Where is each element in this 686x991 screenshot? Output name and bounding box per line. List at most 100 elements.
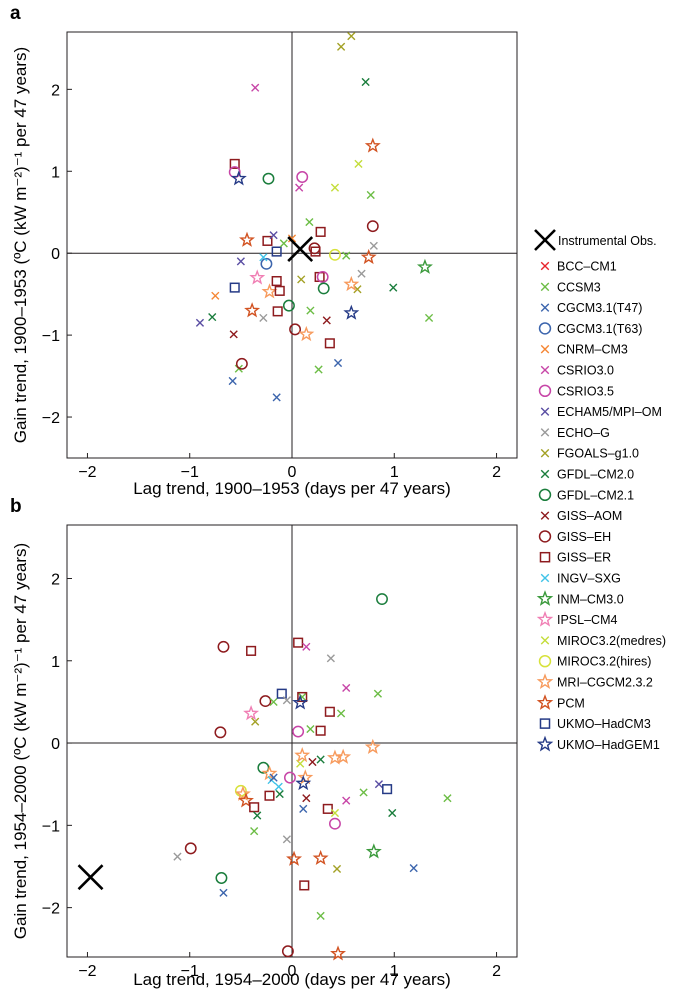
legend-item-cnrm-cm3: CNRM–CM3 xyxy=(540,343,628,357)
panel-b-point-giss-er xyxy=(264,790,275,801)
panel-a-point-ccsm3 xyxy=(305,217,314,227)
panel-b-point-giss-er xyxy=(324,706,335,717)
panel-a-point-cnrm-cm3 xyxy=(211,291,220,300)
panel-a-point-ccsm3 xyxy=(366,190,375,200)
panel-b-point-giss-er xyxy=(246,645,257,656)
legend-marker-pcm xyxy=(536,694,554,710)
panel-a-xtick-label: 1 xyxy=(390,464,399,481)
legend-marker-miroc3-2-hires xyxy=(538,654,552,668)
panel-b-point-mri-cgcm2-3-2 xyxy=(234,785,251,801)
legend-label: CSRIO3.0 xyxy=(557,364,614,378)
panel-a-point-fgoals-g1-0 xyxy=(297,275,306,284)
panel-a-xtick-label: 2 xyxy=(492,464,501,481)
panel-a: a −2 −1 0 1 2 −2 −1 0 1 2 Lag trend, 1900–1953 (d… xyxy=(10,3,518,498)
legend-marker-cgcm3-1-t63 xyxy=(538,322,552,335)
panel-b-point-ipsl-cm4 xyxy=(243,705,260,721)
panel-a-point-giss-eh xyxy=(235,357,248,370)
legend-marker-cnrm-cm3 xyxy=(540,344,550,354)
legend-label: MIROC3.2(medres) xyxy=(557,634,666,648)
legend-label: GISS–AOM xyxy=(557,509,622,523)
legend-label: GISS–ER xyxy=(557,551,611,565)
legend-label: UKMO–HadCM3 xyxy=(557,717,651,731)
panel-b-point-gfdl-cm2-0 xyxy=(388,808,397,818)
panel-b-point-fgoals-g1-0 xyxy=(251,717,260,726)
panel-b-point-ccsm3 xyxy=(306,724,315,734)
legend-marker-ukmo-hadcm3 xyxy=(539,718,551,729)
legend-item-ukmo-hadgem1: UKMO–HadGEM1 xyxy=(536,735,660,752)
panel-b-point-gfdl-cm2-0 xyxy=(275,789,284,799)
panel-a-point-gfdl-cm2-0 xyxy=(361,77,370,87)
legend-item-gfdl-cm2-0: GFDL–CM2.0 xyxy=(540,468,634,482)
panel-b-point-echo-g xyxy=(173,852,182,861)
panel-b-points xyxy=(77,593,452,961)
legend-label: UKMO–HadGEM1 xyxy=(557,738,660,752)
panel-b-xlabel: Lag trend, 1954–2000 (days per 47 years) xyxy=(133,970,451,989)
panel-a-xtick-label: −2 xyxy=(78,464,96,481)
legend-item-fgoals-g1-0: FGOALS–g1.0 xyxy=(540,447,639,461)
legend-marker-giss-aom xyxy=(540,511,550,520)
legend-label: CGCM3.1(T63) xyxy=(557,322,642,336)
panel-a-point-giss-er xyxy=(272,306,283,317)
panel-b-point-ccsm3 xyxy=(250,827,259,836)
panel-b-point-gfdl-cm2-0 xyxy=(316,755,325,764)
legend-item-giss-eh: GISS–EH xyxy=(538,530,611,544)
panel-a-point-cgcm3-1-t47 xyxy=(272,393,281,402)
legend-label: CNRM–CM3 xyxy=(557,343,628,357)
panel-b-point-echo-g xyxy=(282,835,291,844)
legend-item-mri-cgcm2-3-2: MRI–CGCM2.3.2 xyxy=(536,673,653,690)
legend-label: GFDL–CM2.0 xyxy=(557,468,634,482)
panel-a-point-cgcm3-1-t47 xyxy=(333,358,343,368)
panel-b-point-giss-er xyxy=(322,803,333,814)
panel-b-point-ukmo-hadgem1 xyxy=(295,774,312,791)
panel-b-ytick-label: −2 xyxy=(42,901,60,918)
panel-a-point-ipsl-cm4 xyxy=(249,269,266,285)
legend-marker-cgcm3-1-t47 xyxy=(540,303,550,312)
panel-b-point-echam5-mpi-om xyxy=(374,780,384,789)
legend-item-ukmo-hadcm3: UKMO–HadCM3 xyxy=(539,717,651,731)
legend-marker-csrio3-5 xyxy=(538,384,552,398)
panel-a-point-gfdl-cm2-1 xyxy=(317,282,330,295)
panel-b-point-cgcm3-1-t47 xyxy=(219,888,228,897)
legend-item-ccsm3: CCSM3 xyxy=(540,280,601,294)
panel-a-ytick-label: −2 xyxy=(42,410,60,427)
panel-a-point-miroc3-2-hires xyxy=(329,248,341,261)
panel-a-point-giss-er xyxy=(315,226,326,237)
panel-b-point-mri-cgcm2-3-2 xyxy=(294,746,311,763)
panel-b-point-gfdl-cm2-1 xyxy=(215,872,228,884)
panel-a-point-ccsm3 xyxy=(279,239,288,248)
legend-label: GFDL–CM2.1 xyxy=(557,488,634,502)
panel-a-point-giss-eh xyxy=(308,242,321,255)
legend-label: INGV–SXG xyxy=(557,572,621,586)
panel-b-xtick-label: −1 xyxy=(181,963,199,980)
panel-b-point-ccsm3 xyxy=(443,794,452,803)
panel-a-point-echam5-mpi-om xyxy=(236,257,245,266)
panel-b-point-giss-er xyxy=(299,880,310,891)
legend-item-ingv-sxg: INGV–SXG xyxy=(540,572,621,586)
panel-b-point-giss-er xyxy=(315,725,326,736)
legend-item-cgcm3-1-t63: CGCM3.1(T63) xyxy=(538,322,642,336)
legend-item-bcc-cm1: BCC–CM1 xyxy=(540,260,617,274)
legend-item-miroc3-2-medres: MIROC3.2(medres) xyxy=(540,634,666,648)
panel-b-point-echo-g xyxy=(326,654,335,663)
panel-a-point-csrio3-5 xyxy=(296,171,309,183)
panel-a-point-gfdl-cm2-1 xyxy=(262,172,275,185)
legend-item-gfdl-cm2-1: GFDL–CM2.1 xyxy=(538,488,634,502)
panel-a-point-cgcm3-1-t47 xyxy=(228,376,237,386)
panel-b-point-ccsm3 xyxy=(269,697,278,707)
legend-marker-echam5-mpi-om xyxy=(540,407,550,416)
panel-a-point-inm-cm3-0 xyxy=(416,258,433,274)
panel-a-xtick-label: −1 xyxy=(181,464,199,481)
panel-a-point-giss-er xyxy=(262,235,273,246)
panel-b-point-pcm xyxy=(330,945,347,961)
panel-b-axes: −2 −1 0 1 2 −2 −1 0 1 2 xyxy=(42,525,517,980)
panel-b-point-giss-er xyxy=(249,802,260,813)
panel-a-point-giss-er xyxy=(324,338,335,349)
panel-b-point-cgcm3-1-t47 xyxy=(269,773,278,782)
panel-b-point-ccsm3 xyxy=(298,692,307,702)
legend-marker-csrio3-0 xyxy=(540,365,550,375)
legend-marker-ccsm3 xyxy=(540,282,550,292)
panel-a-ytick-label: 1 xyxy=(51,164,60,181)
legend-marker-giss-eh xyxy=(538,530,552,543)
legend-marker-gfdl-cm2-1 xyxy=(538,488,552,502)
